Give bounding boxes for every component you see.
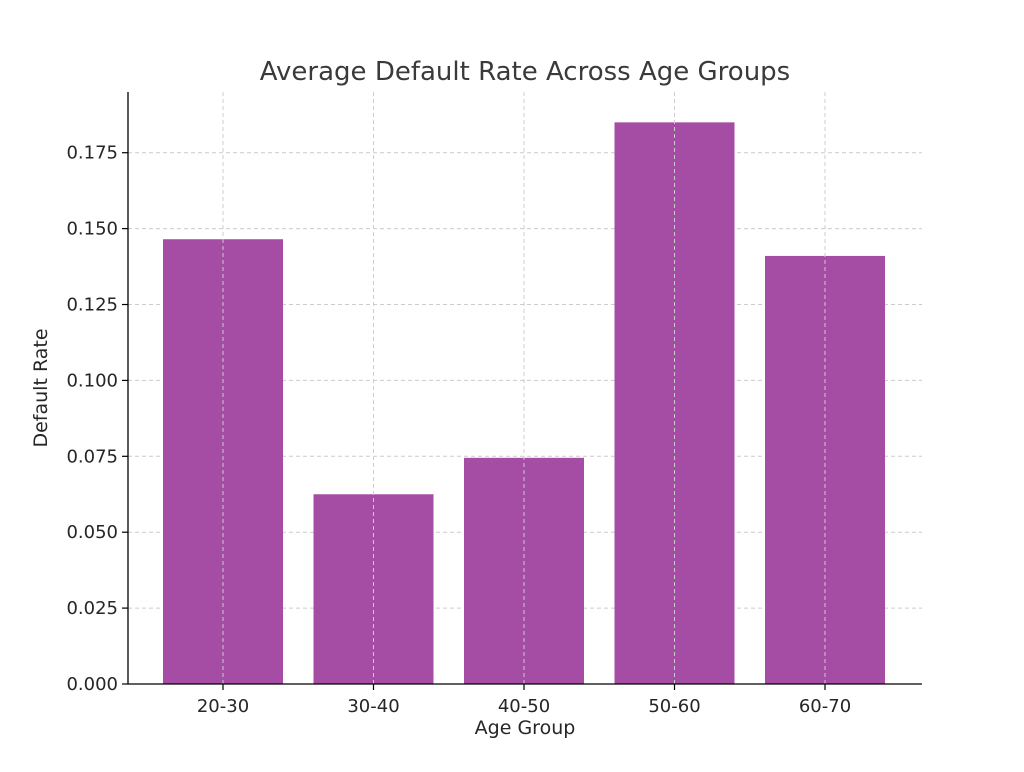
x-tick-label: 60-70 [799,696,851,717]
y-tick-label: 0.125 [66,295,118,316]
y-tick-label: 0.175 [66,143,118,164]
chart-title: Average Default Rate Across Age Groups [260,57,790,87]
x-tick-label: 50-60 [648,696,700,717]
y-tick-label: 0.150 [66,219,118,240]
y-tick-label: 0.075 [66,446,118,467]
axis-layer [127,92,922,685]
bar-layer [163,92,885,685]
x-axis-label: Age Group [475,717,576,739]
tick-layer: 0.000 0.025 0.050 0.075 0.100 0.125 0.150 0.175… [66,143,851,717]
x-tick-label: 20-30 [197,696,249,717]
y-axis-label: Default Rate [30,328,52,447]
x-tick-label: 30-40 [347,696,399,717]
y-tick-label: 0.050 [66,522,118,543]
x-tick-label: 40-50 [498,696,550,717]
y-tick-label: 0.025 [66,598,118,619]
y-tick-label: 0.000 [66,674,118,695]
y-tick-label: 0.100 [66,370,118,391]
bar-20-30 [163,239,283,684]
